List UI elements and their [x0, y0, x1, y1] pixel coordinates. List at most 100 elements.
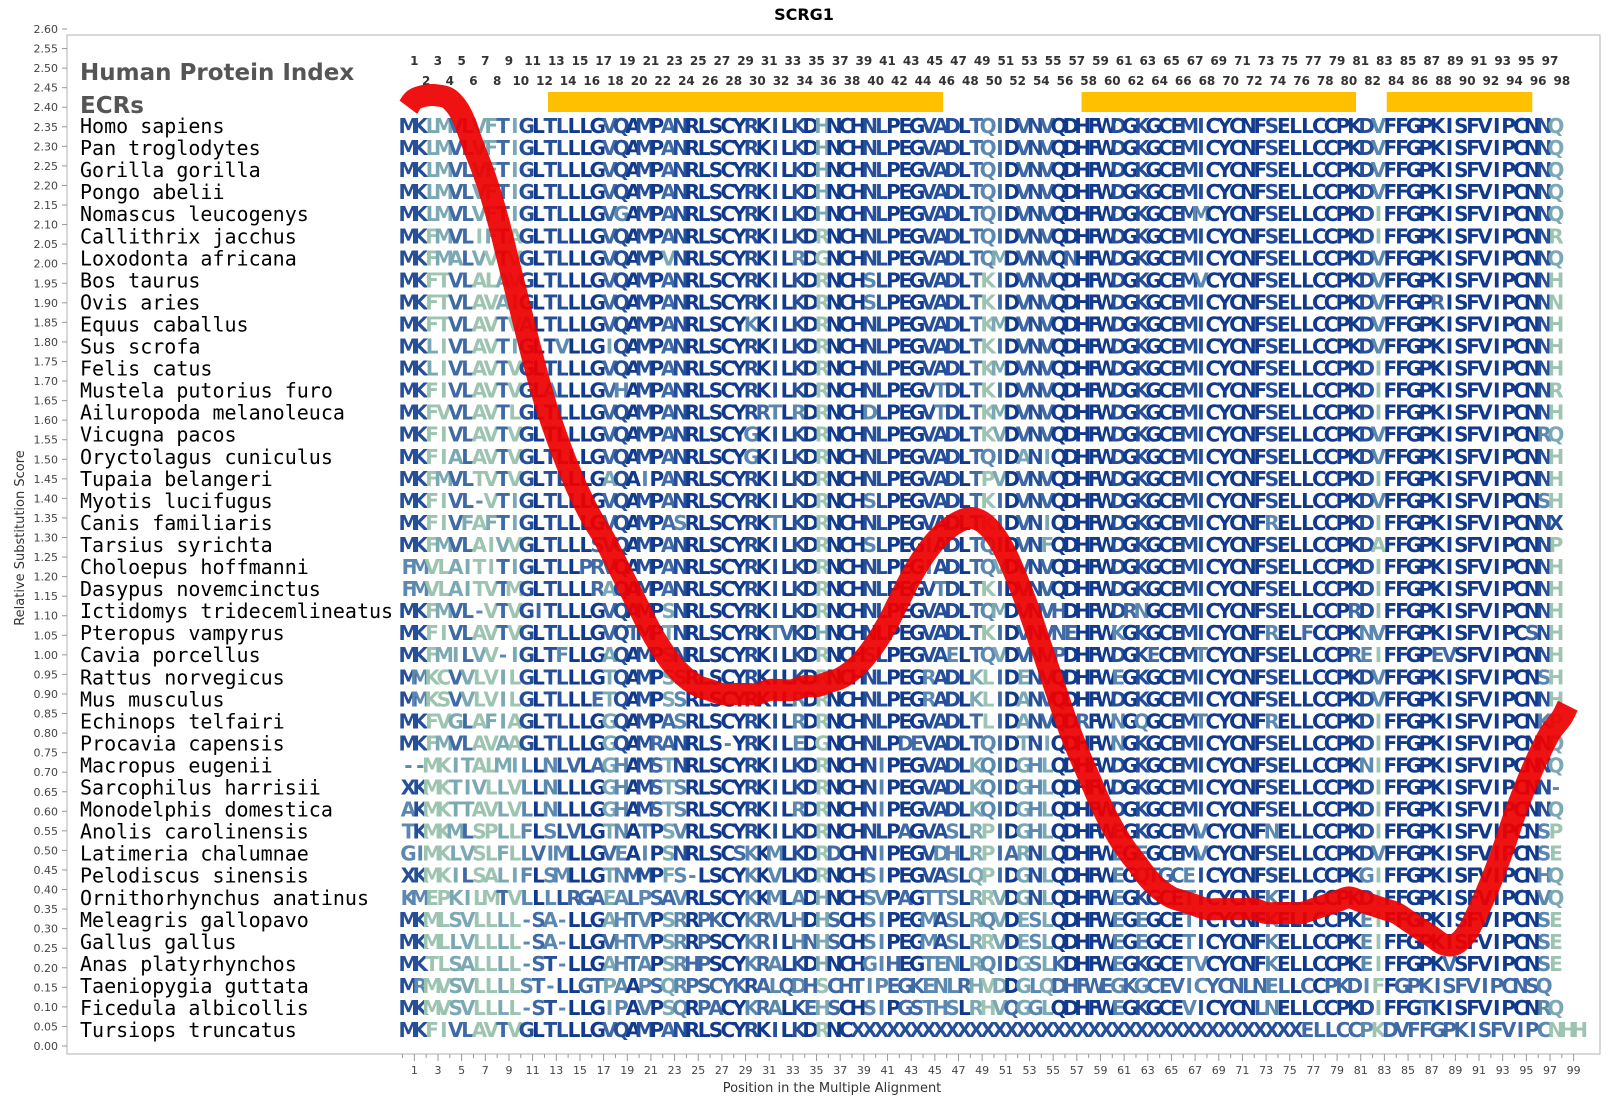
y-tick-label: 1.85 — [34, 316, 59, 329]
species-label: Ailuropoda melanoleuca — [80, 401, 345, 425]
x-tick-label: 91 — [1472, 1064, 1486, 1077]
top-index-label: 28 — [725, 74, 742, 88]
y-tick-label: 1.15 — [34, 590, 59, 603]
y-tick-label: 0.90 — [34, 688, 59, 701]
species-label: Homo sapiens — [80, 114, 225, 138]
top-index-label: 26 — [702, 74, 719, 88]
y-tick-label: 0.75 — [34, 747, 59, 760]
x-tick-label: 69 — [1212, 1064, 1226, 1077]
sequence-row: AKMKTTAVLVLLNLLLGGHAMSTSRLSCYRKILRDRNCHN… — [401, 798, 1565, 822]
x-tick-label: 61 — [1117, 1064, 1131, 1077]
y-tick-label: 2.50 — [34, 62, 59, 75]
y-tick-label: 1.50 — [34, 453, 59, 466]
species-label: Tupaia belangeri — [80, 467, 273, 491]
top-index-label: 80 — [1341, 74, 1358, 88]
top-index-label: 29 — [737, 54, 754, 68]
top-index-label: 70 — [1222, 74, 1239, 88]
y-tick-label: 1.05 — [34, 629, 59, 642]
x-tick-label: 87 — [1425, 1064, 1439, 1077]
top-index-label: 87 — [1423, 54, 1440, 68]
x-tick-label: 57 — [1070, 1064, 1084, 1077]
sequence-row: - -MKITALMILLNLVLAGHAMSTNRLSCYRKILKDRNCHN… — [404, 753, 1564, 777]
species-label: Felis catus — [80, 357, 212, 381]
y-tick-label: 1.60 — [34, 414, 59, 427]
top-index-label: 40 — [867, 74, 884, 88]
species-label: Sus scrofa — [80, 335, 200, 359]
y-tick-label: 1.25 — [34, 551, 59, 564]
species-label: Vicugna pacos — [80, 423, 237, 447]
species-label: Macropus eugenii — [80, 753, 273, 777]
top-index-label: 81 — [1352, 54, 1369, 68]
sequence-row: XKMKILSALIFLSMLLGTNMMPFS-LSCYKKVLKDRNCHS… — [401, 864, 1565, 888]
species-label: Anas platyrhynchos — [80, 952, 297, 976]
top-index-label: 60 — [1104, 74, 1121, 88]
x-tick-label: 7 — [482, 1064, 489, 1077]
y-tick-label: 0.45 — [34, 864, 59, 877]
x-tick-label: 37 — [833, 1064, 847, 1077]
top-index-label: 79 — [1329, 54, 1346, 68]
species-label: Dasypus novemcinctus — [80, 577, 321, 601]
top-index-label: 43 — [903, 54, 920, 68]
top-index-label: 65 — [1163, 54, 1180, 68]
top-index-label: 57 — [1068, 54, 1085, 68]
y-tick-label: 2.30 — [34, 140, 59, 153]
species-label: Meleagris gallopavo — [80, 908, 309, 932]
top-index-label: 14 — [560, 74, 577, 88]
x-tick-label: 23 — [668, 1064, 682, 1077]
sequence-row: MKTLSALLLL-ST-LLGAHTAPSRHPSCYKRALKDHNCHG… — [398, 952, 1562, 976]
header-ecrs-label: ECRs — [80, 93, 144, 119]
top-index-label: 46 — [938, 74, 955, 88]
species-label: Loxodonta africana — [80, 246, 297, 270]
species-label: Pteropus vampyrus — [80, 621, 285, 645]
top-index-label: 72 — [1246, 74, 1263, 88]
top-index-label: 59 — [1092, 54, 1109, 68]
y-tick-label: 0.65 — [34, 786, 59, 799]
top-index-label: 95 — [1518, 54, 1535, 68]
top-index-label: 31 — [761, 54, 778, 68]
top-index-label: 5 — [457, 54, 465, 68]
species-label: Choloepus hoffmanni — [80, 555, 309, 579]
sequence-row: MKLIVLAVTVGLTLLLGVQAMPANRLSCYRKILKDRNCHN… — [398, 357, 1564, 381]
species-label: Taeniopygia guttata — [80, 974, 309, 998]
top-index-label: 42 — [891, 74, 908, 88]
species-label: Ictidomys tridecemlineatus — [80, 599, 393, 623]
top-index-label: 3 — [434, 54, 442, 68]
sequence-row: MKLMVLVFTIGLTLLLGVGAMPANRLSCYRKILKDHNCHN… — [398, 202, 1564, 226]
top-index-label: 49 — [974, 54, 991, 68]
top-index-label: 39 — [856, 54, 873, 68]
top-index-label: 37 — [832, 54, 849, 68]
top-index-label: 52 — [1009, 74, 1026, 88]
y-tick-label: 0.35 — [34, 903, 59, 916]
y-tick-label: 0.00 — [34, 1040, 59, 1053]
y-tick-label: 0.10 — [34, 1001, 59, 1014]
y-tick-label: 0.95 — [34, 668, 59, 681]
sequence-row: MKFMVLAIVVGLTLLLSVQAMPANRLSCYRKILKDRNCHS… — [398, 533, 1563, 557]
species-label: Echinops telfairi — [80, 709, 285, 733]
x-tick-label: 77 — [1306, 1064, 1320, 1077]
top-index-label: 27 — [714, 54, 731, 68]
y-tick-label: 1.10 — [34, 610, 59, 623]
top-index-label: 75 — [1281, 54, 1298, 68]
x-tick-label: 63 — [1141, 1064, 1155, 1077]
species-label: Sarcophilus harrisii — [80, 776, 321, 800]
top-index-label: 85 — [1400, 54, 1417, 68]
y-tick-label: 0.15 — [34, 981, 59, 994]
y-tick-label: 0.85 — [34, 708, 59, 721]
top-index-label: 94 — [1506, 74, 1523, 88]
top-index-label: 4 — [446, 74, 454, 88]
species-label: Anolis carolinensis — [80, 820, 309, 844]
top-index-label: 1 — [410, 54, 418, 68]
top-index-label: 98 — [1553, 74, 1570, 88]
ecr-region — [548, 92, 944, 112]
top-index-label: 78 — [1317, 74, 1334, 88]
y-tick-label: 1.70 — [34, 375, 59, 388]
y-tick-label: 1.80 — [34, 336, 59, 349]
top-index-label: 47 — [950, 54, 967, 68]
x-tick-label: 35 — [810, 1064, 824, 1077]
species-label: Callithrix jacchus — [80, 224, 297, 248]
x-tick-label: 95 — [1519, 1064, 1533, 1077]
top-index-label: 69 — [1210, 54, 1227, 68]
top-index-label: 7 — [481, 54, 489, 68]
sequence-row: MKFMVLIFTAGLTLLLGVQAMPANRLSCYRKILKDRNCHN… — [398, 224, 1563, 248]
top-index-label: 63 — [1139, 54, 1156, 68]
